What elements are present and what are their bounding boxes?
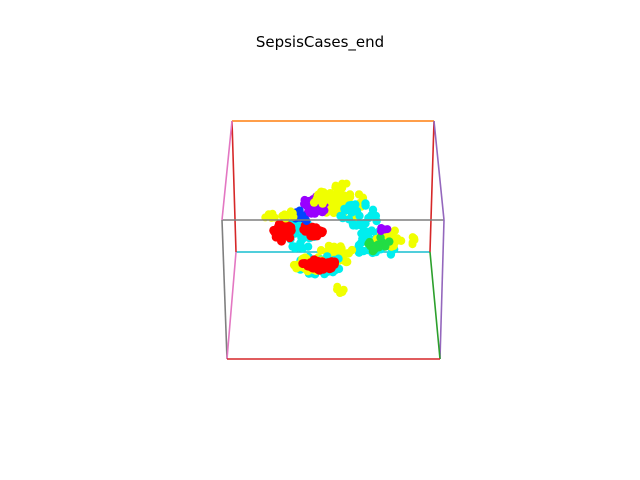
scatter-point <box>329 195 338 204</box>
scatter-point <box>307 209 316 218</box>
box-edge-left-front <box>221 219 228 360</box>
scatter-point <box>298 259 308 269</box>
scatter-point <box>309 198 319 207</box>
scatter-point <box>288 209 297 218</box>
scatter-point <box>408 240 417 249</box>
box-edge-top-right-depth <box>433 120 445 221</box>
box-edge-right-back <box>429 120 435 253</box>
scatter-point <box>390 226 399 235</box>
scatter-point <box>295 243 304 252</box>
scatter-point <box>345 190 355 199</box>
scatter-point <box>367 211 376 220</box>
box-edge-right-front <box>439 219 445 360</box>
box-edge-top-left-depth <box>221 120 233 221</box>
scatter-point <box>288 242 297 251</box>
scatter-point <box>308 263 318 273</box>
scatter-point <box>356 238 366 248</box>
scatter-point <box>355 219 364 228</box>
scatter-point <box>333 282 342 291</box>
scatter-point <box>331 181 340 190</box>
scatter-point <box>274 226 284 236</box>
scatter-point <box>344 249 353 258</box>
scatter-point <box>363 231 373 240</box>
scatter-point <box>297 233 306 242</box>
scatter-point <box>342 179 351 188</box>
scatter-point <box>295 206 304 215</box>
box-edge-bottom-left-depth <box>226 251 237 360</box>
scatter-point <box>320 206 329 215</box>
scatter-point <box>278 211 287 220</box>
scatter-point <box>372 216 381 226</box>
scatter-point <box>357 229 366 238</box>
scatter-point <box>274 219 284 229</box>
scatter-point <box>331 204 341 213</box>
scatter-point <box>361 199 370 208</box>
scatter-point <box>370 245 379 254</box>
scatter-point <box>302 217 311 226</box>
figure-title: SepsisCases_end <box>255 33 385 51</box>
scatter-point <box>292 264 301 273</box>
scatter-point <box>386 250 396 259</box>
scatter-point <box>354 248 364 257</box>
scatter-point <box>365 237 374 247</box>
box-edge-left-back <box>231 120 237 253</box>
scatter-point <box>383 225 392 234</box>
scatter-point <box>342 257 351 267</box>
box-edge-bottom-right-depth <box>429 251 441 360</box>
scatter-point <box>348 219 358 229</box>
scatter-point <box>339 285 348 294</box>
scatter-point <box>283 228 293 238</box>
scatter-point <box>313 256 323 266</box>
scatter-point <box>300 195 309 205</box>
scatter-point <box>314 190 323 199</box>
scatter-point <box>385 237 394 246</box>
scatter-point <box>336 242 345 251</box>
scatter-point <box>299 225 309 235</box>
scatter-point <box>316 226 326 236</box>
scatter-point <box>349 203 359 213</box>
scatter-point <box>308 222 317 232</box>
scatter-point <box>376 233 385 242</box>
